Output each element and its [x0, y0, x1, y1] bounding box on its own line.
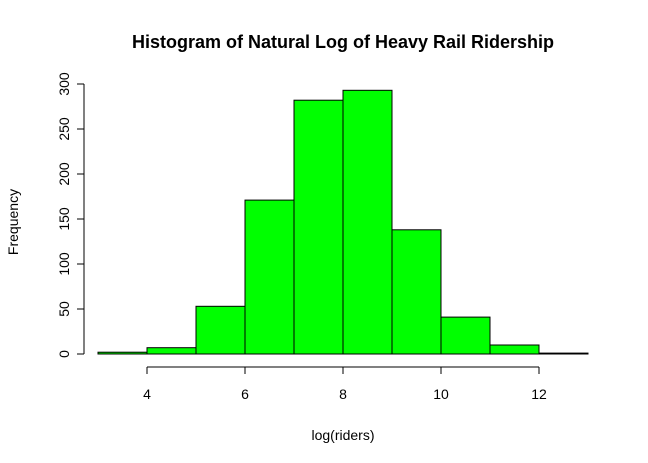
histogram-bar-3 — [244, 199, 295, 355]
histogram-bar-8 — [489, 344, 540, 355]
y-tick-label-4: 200 — [56, 162, 72, 186]
x-tick-label-2: 8 — [339, 386, 347, 402]
y-tick-label-6: 300 — [56, 72, 72, 96]
y-axis: 0 50 100 150 200 250 300 — [56, 72, 85, 358]
histogram-bar-6 — [391, 229, 442, 355]
histogram-bar-1 — [146, 347, 197, 355]
x-axis: 4 6 8 10 12 — [143, 366, 547, 402]
x-axis-label: log(riders) — [311, 427, 374, 443]
histogram-bar-4 — [293, 99, 344, 355]
bars-group — [97, 89, 589, 355]
y-tick-label-0: 0 — [56, 350, 72, 358]
histogram-bar-7 — [440, 316, 491, 355]
y-axis-label: Frequency — [5, 189, 21, 255]
histogram-bar-2 — [195, 305, 246, 355]
y-tick-label-2: 100 — [56, 252, 72, 276]
histogram-bar-0 — [97, 351, 148, 355]
histogram-bar-5 — [342, 89, 393, 355]
chart-title: Histogram of Natural Log of Heavy Rail R… — [132, 32, 554, 52]
y-tick-label-1: 50 — [56, 301, 72, 317]
y-tick-label-5: 250 — [56, 117, 72, 141]
x-tick-label-0: 4 — [143, 386, 151, 402]
y-tick-label-3: 150 — [56, 207, 72, 231]
x-tick-label-4: 12 — [531, 386, 547, 402]
histogram-bar-9 — [538, 352, 589, 355]
x-tick-label-3: 10 — [433, 386, 449, 402]
x-tick-label-1: 6 — [241, 386, 249, 402]
